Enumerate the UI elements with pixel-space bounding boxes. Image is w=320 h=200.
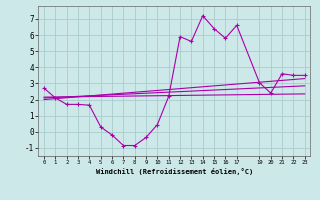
X-axis label: Windchill (Refroidissement éolien,°C): Windchill (Refroidissement éolien,°C) — [96, 168, 253, 175]
